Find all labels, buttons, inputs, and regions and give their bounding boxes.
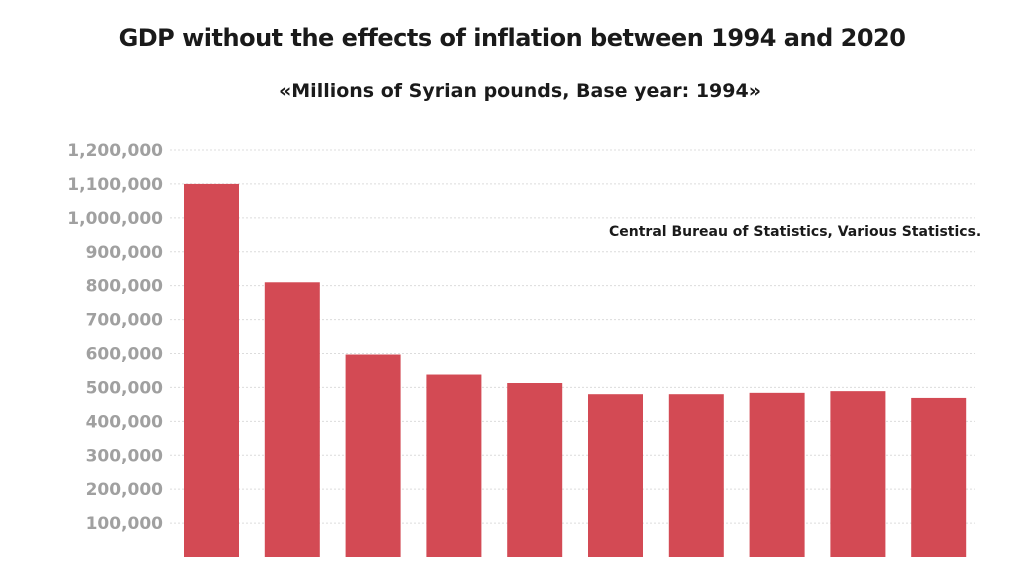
bar <box>830 391 886 557</box>
y-tick-label: 900,000 <box>86 243 164 263</box>
chart-title: GDP without the effects of inflation bet… <box>118 24 906 52</box>
chart-subtitle: «Millions of Syrian pounds, Base year: 1… <box>279 80 761 102</box>
bar <box>911 397 967 557</box>
y-tick-label: 500,000 <box>86 378 164 398</box>
source-annotation: Central Bureau of Statistics, Various St… <box>609 224 982 240</box>
y-tick-label: 1,000,000 <box>67 209 163 229</box>
y-tick-label: 1,200,000 <box>67 141 163 161</box>
y-tick-label: 1,100,000 <box>67 175 163 195</box>
bars <box>184 183 967 557</box>
y-tick-label: 700,000 <box>86 311 164 331</box>
bar <box>668 394 724 557</box>
y-tick-label: 100,000 <box>86 514 164 534</box>
y-tick-label: 200,000 <box>86 480 164 500</box>
bar <box>588 394 643 557</box>
bar <box>426 374 482 557</box>
bar <box>184 183 239 557</box>
y-tick-label: 600,000 <box>86 345 164 365</box>
y-tick-label: 800,000 <box>86 277 164 297</box>
bar <box>507 383 563 557</box>
bar <box>749 392 805 557</box>
y-axis-ticks: 100,000 200,000 300,000 400,000 500,000 600,0… <box>67 141 163 534</box>
y-tick-label: 300,000 <box>86 446 164 466</box>
bar <box>345 354 401 557</box>
y-tick-label: 400,000 <box>86 412 164 432</box>
bar <box>264 282 320 557</box>
